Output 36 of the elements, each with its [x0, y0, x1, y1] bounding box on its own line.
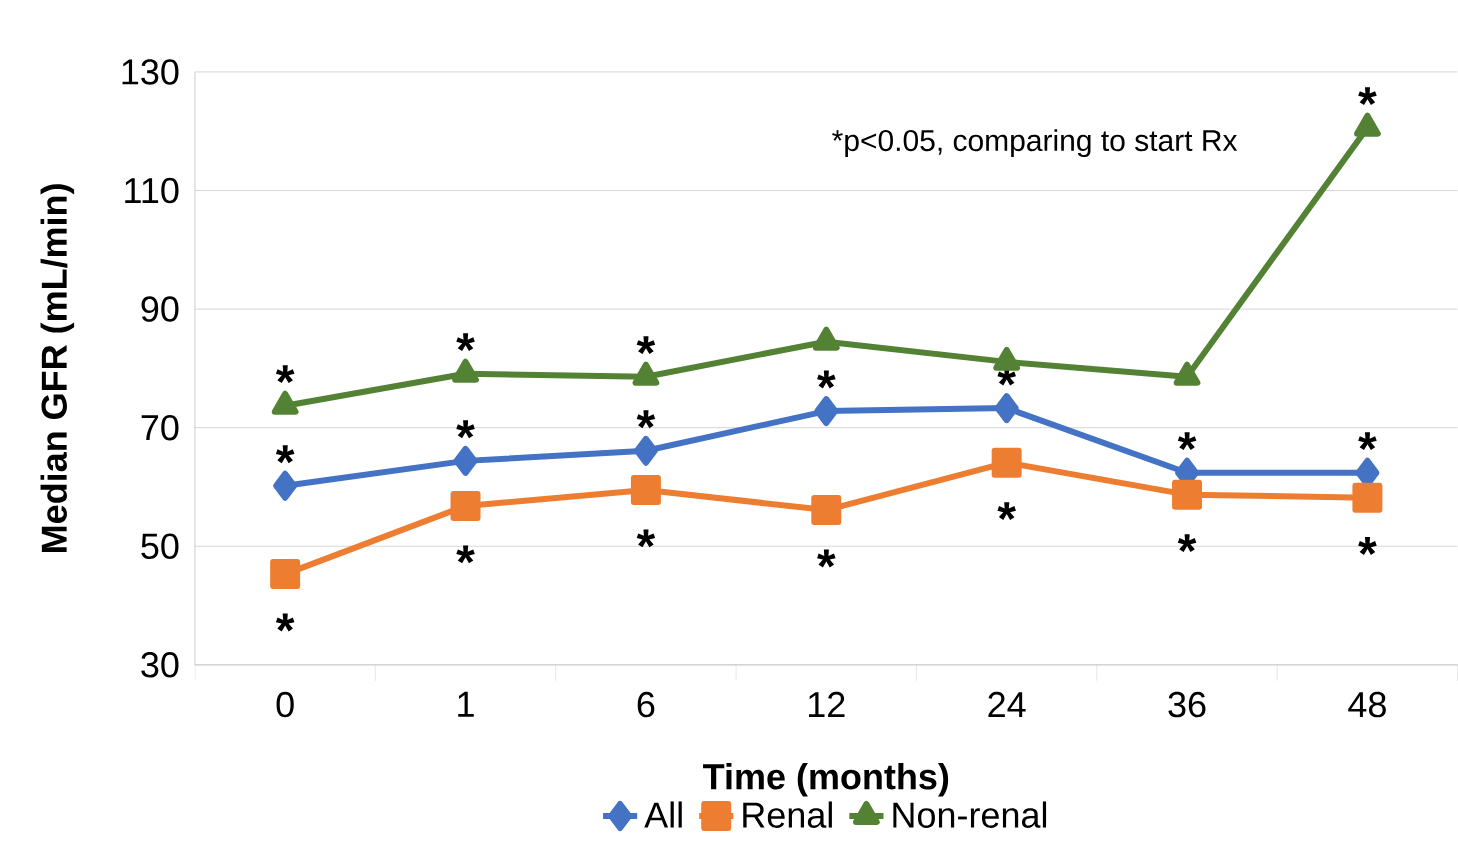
annotation: * [456, 420, 475, 439]
y-axis-title: Median GFR (mL/min) [40, 184, 75, 553]
legend-label: Renal [743, 801, 832, 828]
annotation: * [1358, 537, 1377, 556]
y-tick-label: 90 [141, 296, 179, 322]
legend-label: All [644, 801, 682, 828]
annotation: *p<0.05, comparing to start Rx [832, 129, 1238, 158]
annotation: * [636, 529, 656, 548]
y-tick-label: 130 [122, 59, 179, 85]
x-tick-label: 36 [1168, 691, 1206, 718]
annotation: * [275, 613, 295, 632]
annotation: * [817, 370, 836, 389]
x-tick-label: 12 [808, 691, 845, 718]
y-tick-label: 70 [141, 415, 179, 441]
annotation: * [275, 365, 295, 384]
annotation: * [636, 336, 656, 355]
annotation: * [817, 549, 836, 568]
annotation: * [997, 502, 1016, 521]
annotation: * [636, 410, 656, 429]
x-tick-label: 6 [637, 691, 655, 718]
annotation: * [1177, 534, 1197, 553]
x-tick-label: 24 [988, 691, 1026, 718]
x-tick-label: 1 [458, 691, 474, 717]
annotation: * [456, 333, 475, 352]
annotation: * [456, 545, 475, 564]
x-tick-label: 48 [1348, 691, 1386, 718]
y-tick-label: 30 [141, 652, 179, 678]
annotation: * [1358, 87, 1377, 106]
x-tick-label: 0 [276, 691, 294, 718]
y-tick-label: 50 [141, 533, 179, 560]
annotation: * [1358, 432, 1377, 451]
annotation: * [1177, 432, 1197, 451]
y-tick-label: 110 [125, 177, 179, 204]
x-axis-title: Time (months) [703, 763, 949, 797]
annotation: * [275, 445, 295, 464]
legend-label: Non-renal [893, 801, 1047, 828]
